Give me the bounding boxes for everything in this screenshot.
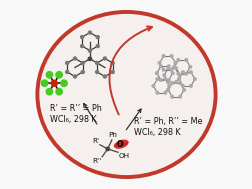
Circle shape bbox=[73, 57, 76, 60]
Circle shape bbox=[178, 74, 181, 76]
Text: R': R' bbox=[92, 138, 99, 144]
Circle shape bbox=[166, 67, 169, 70]
Circle shape bbox=[73, 75, 76, 78]
Circle shape bbox=[66, 70, 68, 74]
Circle shape bbox=[162, 74, 165, 76]
Circle shape bbox=[176, 72, 179, 75]
Circle shape bbox=[96, 45, 99, 48]
Circle shape bbox=[166, 89, 169, 91]
Circle shape bbox=[81, 61, 84, 64]
Circle shape bbox=[158, 62, 160, 64]
Circle shape bbox=[151, 85, 154, 87]
Circle shape bbox=[56, 72, 62, 78]
Text: OH: OH bbox=[118, 153, 130, 159]
Circle shape bbox=[111, 70, 114, 74]
Circle shape bbox=[159, 79, 162, 81]
Circle shape bbox=[111, 61, 114, 64]
Circle shape bbox=[176, 59, 179, 61]
Circle shape bbox=[167, 65, 169, 68]
Circle shape bbox=[182, 89, 185, 91]
Circle shape bbox=[95, 61, 98, 64]
Circle shape bbox=[178, 95, 181, 98]
Circle shape bbox=[162, 55, 164, 57]
Circle shape bbox=[181, 71, 183, 74]
Circle shape bbox=[88, 49, 91, 52]
Circle shape bbox=[162, 68, 164, 71]
Circle shape bbox=[88, 31, 91, 34]
Circle shape bbox=[174, 67, 177, 70]
Text: WCl₆, 298 K: WCl₆, 298 K bbox=[49, 115, 96, 124]
Circle shape bbox=[177, 78, 180, 80]
Circle shape bbox=[155, 91, 158, 94]
Circle shape bbox=[189, 85, 192, 87]
Ellipse shape bbox=[113, 139, 128, 149]
Circle shape bbox=[46, 88, 52, 95]
Circle shape bbox=[178, 82, 181, 84]
Circle shape bbox=[163, 78, 166, 80]
Text: R’ = R’’ = Ph: R’ = R’’ = Ph bbox=[49, 104, 101, 113]
Circle shape bbox=[66, 61, 68, 64]
Circle shape bbox=[167, 79, 169, 81]
Circle shape bbox=[172, 66, 175, 68]
Circle shape bbox=[189, 71, 192, 74]
Circle shape bbox=[41, 80, 48, 86]
Text: R'': R'' bbox=[92, 158, 101, 163]
Circle shape bbox=[51, 80, 57, 86]
Circle shape bbox=[174, 81, 177, 83]
Circle shape bbox=[159, 65, 162, 68]
Circle shape bbox=[155, 72, 158, 74]
Circle shape bbox=[155, 78, 158, 80]
Circle shape bbox=[184, 72, 187, 75]
Circle shape bbox=[81, 70, 84, 74]
Circle shape bbox=[170, 55, 172, 57]
Circle shape bbox=[170, 95, 173, 98]
Circle shape bbox=[95, 70, 98, 74]
Circle shape bbox=[188, 66, 191, 68]
Circle shape bbox=[60, 80, 67, 86]
Text: Ph: Ph bbox=[107, 132, 116, 138]
Circle shape bbox=[106, 147, 109, 151]
Text: WCl₆, 298 K: WCl₆, 298 K bbox=[134, 128, 180, 137]
Circle shape bbox=[88, 57, 91, 60]
Circle shape bbox=[181, 85, 183, 87]
Circle shape bbox=[56, 88, 62, 95]
Circle shape bbox=[167, 85, 170, 87]
Text: O: O bbox=[116, 139, 122, 149]
Circle shape bbox=[170, 82, 173, 84]
Circle shape bbox=[166, 81, 169, 83]
Text: R’ = Ph, R’’ = Me: R’ = Ph, R’’ = Me bbox=[134, 117, 202, 126]
Circle shape bbox=[184, 59, 187, 61]
Circle shape bbox=[80, 36, 83, 39]
Circle shape bbox=[80, 45, 83, 48]
Circle shape bbox=[170, 68, 172, 71]
Circle shape bbox=[103, 75, 106, 78]
Circle shape bbox=[163, 91, 166, 94]
Circle shape bbox=[103, 57, 106, 60]
Circle shape bbox=[173, 62, 176, 64]
Circle shape bbox=[193, 78, 195, 80]
Circle shape bbox=[96, 36, 99, 39]
Circle shape bbox=[171, 72, 173, 74]
Ellipse shape bbox=[37, 12, 215, 177]
Circle shape bbox=[46, 72, 52, 78]
